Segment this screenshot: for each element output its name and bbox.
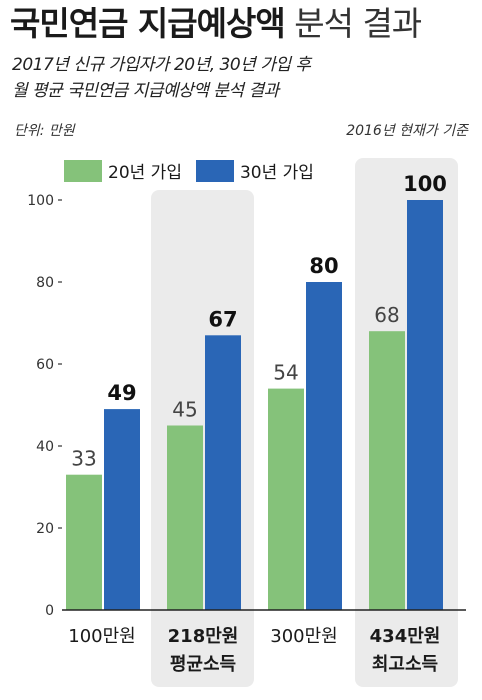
legend-item-30: 30년 가입 — [195, 158, 314, 183]
legend-swatch-30 — [195, 159, 234, 182]
data-label-20y-1: 33 — [71, 447, 96, 471]
chart-title-light: 분석 결과 — [294, 4, 422, 43]
category-label-2: 218만원 — [168, 626, 239, 647]
bar-30y-4 — [407, 200, 443, 610]
data-label-30y-4: 100 — [403, 172, 447, 196]
data-label-30y-3: 80 — [309, 254, 338, 278]
y-tick-label: 0 — [45, 603, 54, 619]
data-label-30y-1: 49 — [107, 381, 136, 405]
bar-30y-2 — [205, 335, 241, 610]
category-label-1: 100만원 — [68, 626, 135, 647]
data-label-20y-3: 54 — [273, 361, 298, 385]
chart-title: 국민연금 지급예상액 분석 결과 — [10, 2, 422, 46]
data-label-20y-2: 45 — [172, 398, 197, 422]
unit-note: 단위: 만원 — [14, 123, 75, 139]
y-tick-label: 100 — [27, 193, 54, 209]
y-tick-label: 20 — [36, 521, 54, 537]
subtitle-line-2: 월 평균 국민연금 지급예상액 분석 결과 — [12, 81, 279, 101]
legend: 20년 가입 30년 가입 — [64, 158, 314, 183]
legend-label-20: 20년 가입 — [108, 163, 182, 183]
data-label-20y-4: 68 — [374, 303, 399, 327]
basis-note: 2016년 현재가 기준 — [346, 123, 468, 139]
bar-20y-1 — [66, 474, 102, 610]
legend-item-20: 20년 가입 — [64, 158, 182, 183]
chart-subtitle: 2017년 신규 가입자가 20년, 30년 가입 후 월 평균 국민연금 지급… — [12, 52, 311, 104]
category-sublabel-4: 최고소득 — [372, 654, 438, 675]
bar-30y-1 — [104, 409, 140, 610]
y-tick-label: 60 — [36, 357, 54, 373]
category-sublabel-2: 평균소득 — [170, 654, 236, 675]
subtitle-line-1: 2017년 신규 가입자가 20년, 30년 가입 후 — [12, 55, 311, 75]
y-tick-label: 40 — [36, 439, 54, 455]
category-label-4: 434만원 — [370, 626, 441, 647]
legend-swatch-20 — [64, 159, 102, 182]
legend-label-30: 30년 가입 — [239, 163, 314, 183]
bar-20y-4 — [369, 331, 405, 610]
bar-20y-3 — [268, 388, 304, 610]
y-tick-label: 80 — [36, 275, 54, 291]
data-label-30y-2: 67 — [208, 307, 237, 331]
bar-30y-3 — [306, 282, 342, 610]
category-label-3: 300만원 — [270, 626, 337, 647]
chart-title-bold: 국민연금 지급예상액 — [10, 4, 286, 43]
bar-20y-2 — [167, 425, 203, 610]
